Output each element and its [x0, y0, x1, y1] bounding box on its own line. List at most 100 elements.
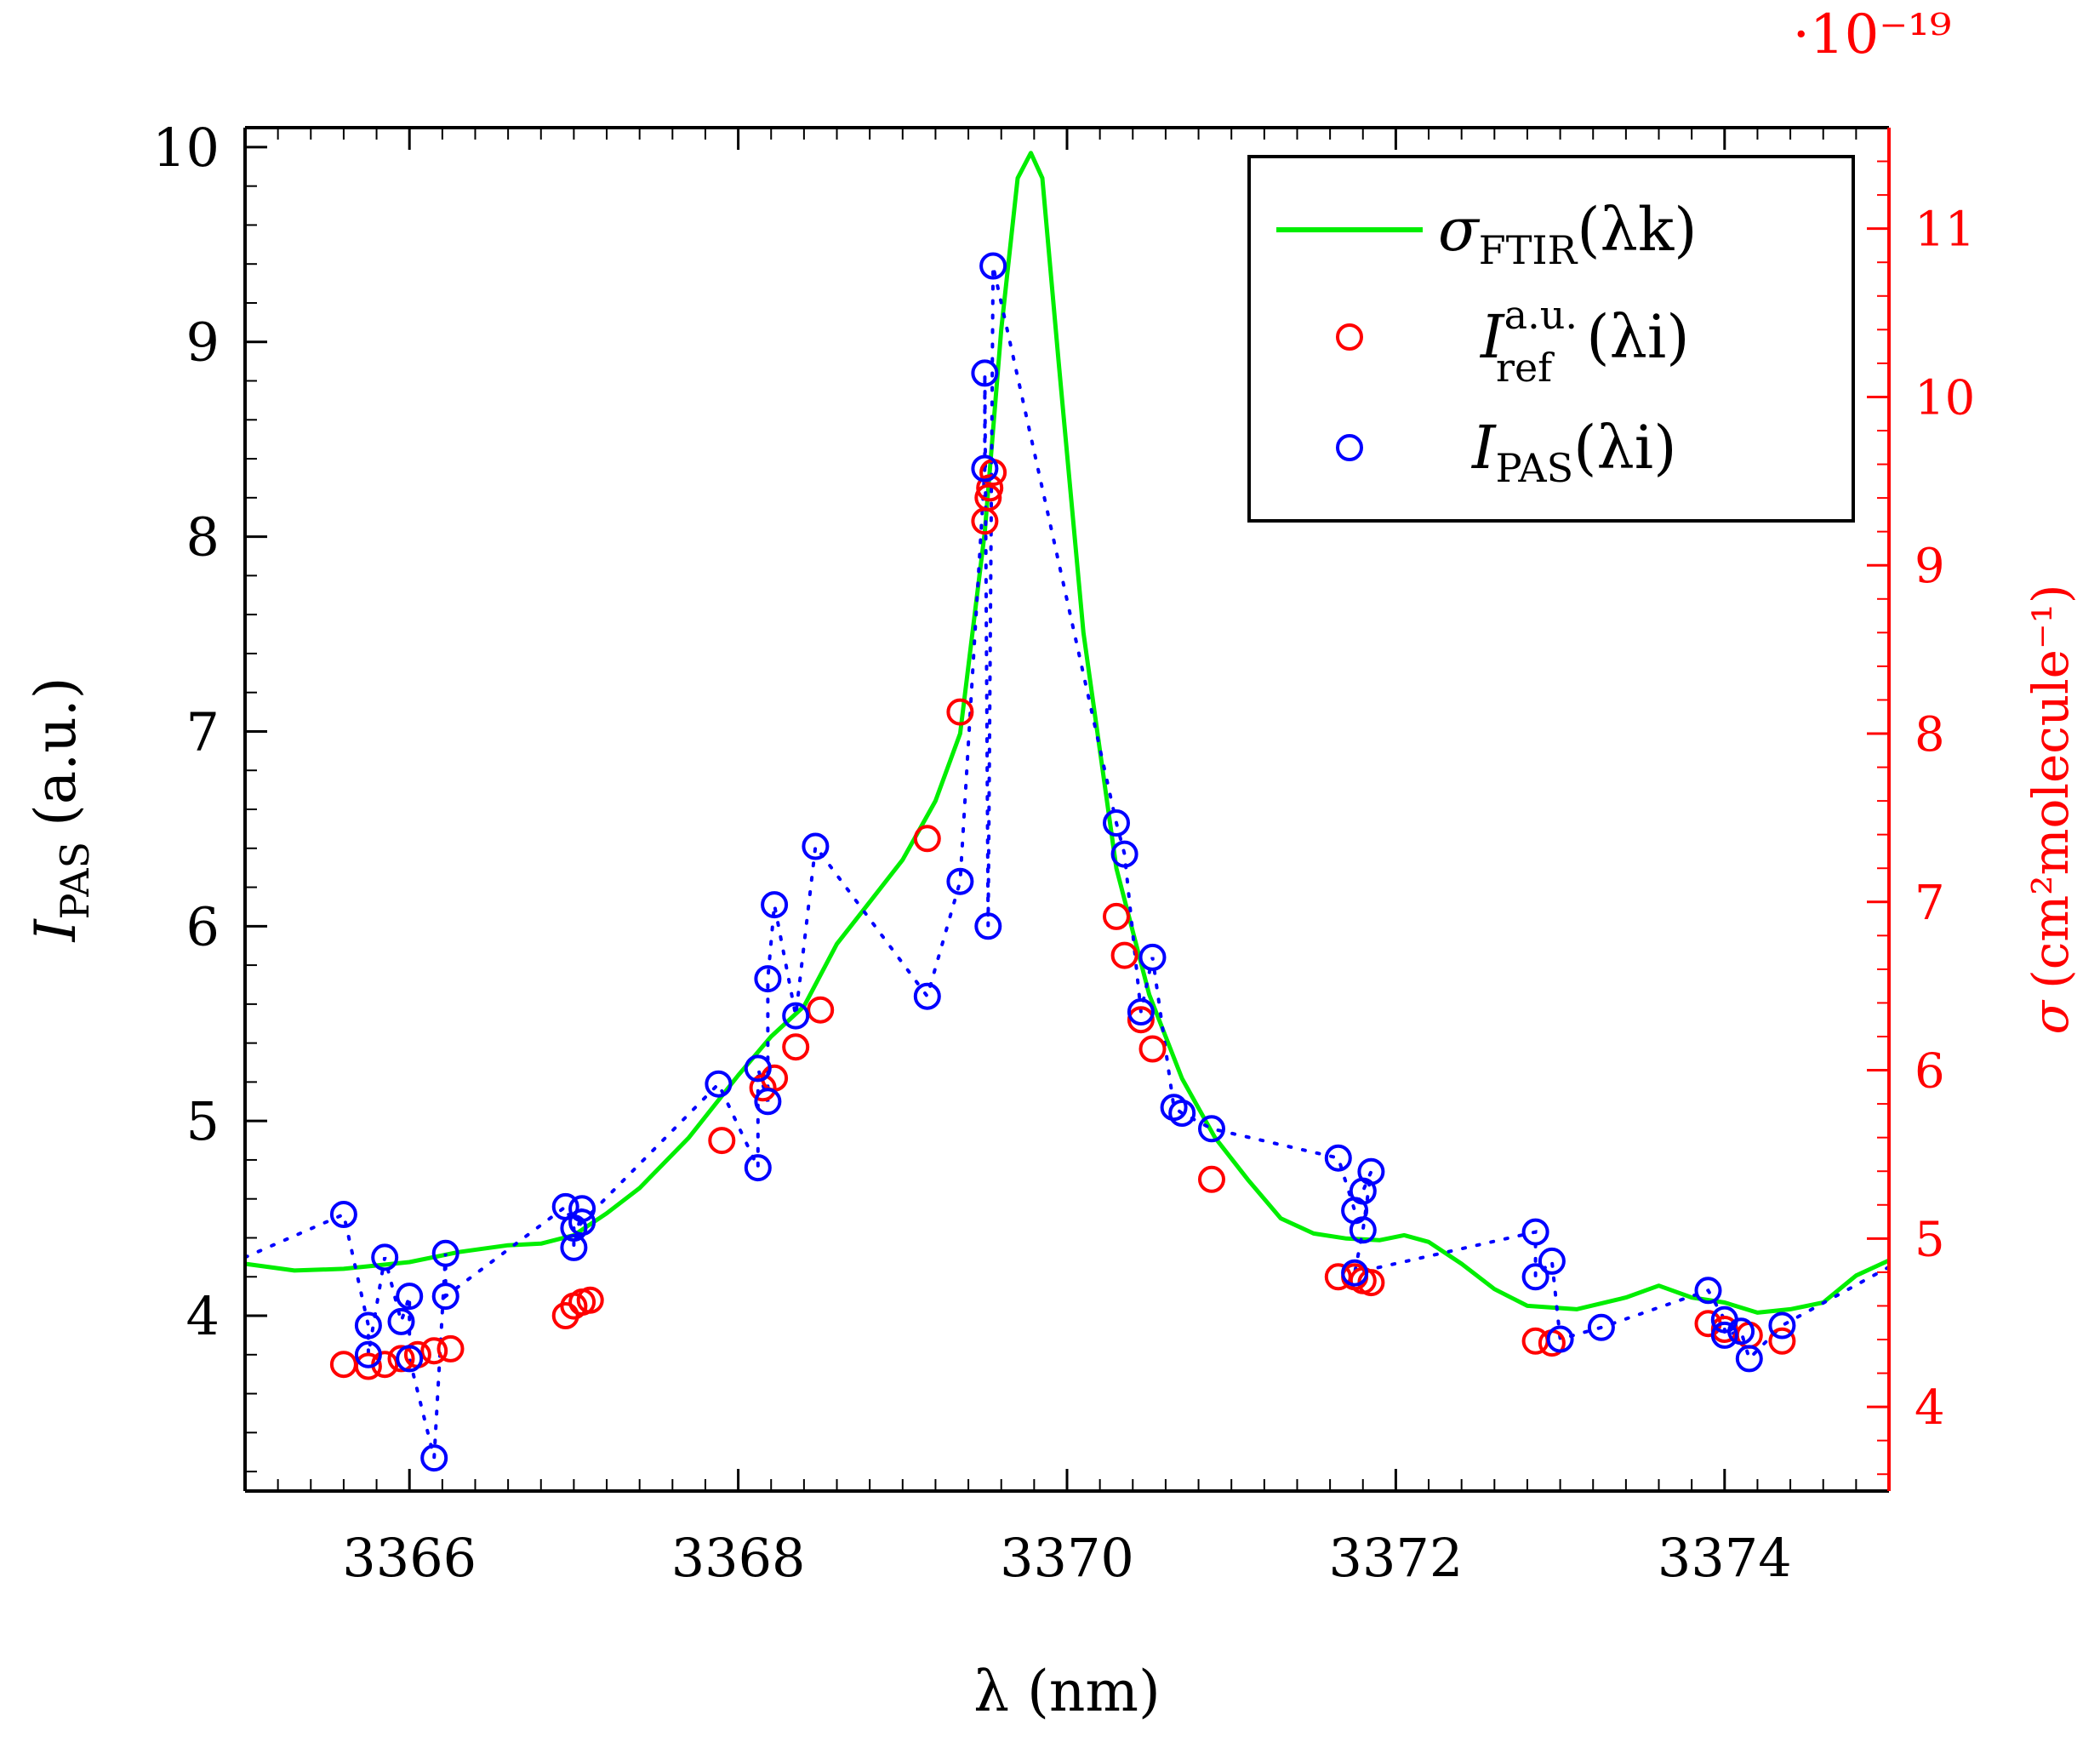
x-tick-label: 3372: [1329, 1527, 1464, 1589]
ref-point: [387, 1345, 415, 1373]
pas-point: [1546, 1325, 1574, 1353]
ref-point: [576, 1286, 604, 1314]
ref-point: [708, 1127, 736, 1155]
pas-point: [1138, 943, 1167, 971]
svg-text:σ(cm²molecule⁻¹): σ(cm²molecule⁻¹): [2022, 585, 2080, 1035]
ref-point: [1110, 941, 1138, 969]
ref-point: [420, 1337, 448, 1365]
x-axis-title: λ (nm): [973, 1659, 1160, 1724]
y-right-tick-label: 11: [1915, 203, 1975, 258]
pas-point: [1127, 998, 1155, 1026]
y-left-tick-label: 6: [186, 895, 220, 957]
y-left-tick-label: 10: [152, 117, 220, 179]
pas-point: [1103, 809, 1130, 837]
pas-point: [1110, 840, 1138, 868]
ref-point: [807, 996, 835, 1024]
x-tick-label: 3374: [1658, 1527, 1792, 1589]
pas-point: [974, 912, 1002, 940]
pas-point: [754, 965, 782, 993]
pas-point: [354, 1340, 382, 1368]
y-axis-right-ticks: 4 5 6 7 8 9 10 11: [1867, 203, 1975, 1436]
y-right-tick-label: 9: [1915, 539, 1945, 594]
pas-point: [913, 982, 941, 1010]
pas-point: [329, 1201, 357, 1228]
pas-point: [568, 1208, 596, 1237]
x-axis-ticks: 3366 3368 3370 3372 3374: [342, 128, 1792, 1589]
ref-point: [1138, 1035, 1167, 1063]
x-tick-label: 3368: [671, 1527, 806, 1589]
series-sigma-ftir: [244, 151, 1891, 1315]
series-i-ref: [329, 459, 1796, 1380]
pas-point: [1587, 1313, 1615, 1341]
y-right-tick-label: 7: [1915, 876, 1945, 931]
pas-point: [396, 1283, 424, 1311]
pas-point: [802, 832, 830, 860]
pas-point: [560, 1233, 588, 1261]
ref-point: [974, 483, 1002, 511]
ref-point: [976, 474, 1004, 502]
pas-point: [387, 1307, 415, 1335]
pas-point: [1349, 1216, 1377, 1244]
y-left-tick-label: 9: [186, 311, 220, 374]
pas-point: [1694, 1277, 1722, 1305]
ref-point: [437, 1334, 465, 1363]
pas-point: [1168, 1100, 1196, 1127]
ref-point: [1198, 1165, 1225, 1193]
pas-point: [1735, 1345, 1763, 1373]
pas-point: [1521, 1218, 1549, 1246]
pas-point: [1727, 1317, 1755, 1345]
pas-point: [1160, 1094, 1188, 1122]
pas-point: [1521, 1263, 1549, 1291]
pas-point: [705, 1070, 733, 1098]
y-left-tick-label: 7: [186, 700, 220, 763]
legend-ref-label: Ia.u. ref (λi): [1479, 292, 1690, 391]
pas-point: [971, 359, 999, 387]
y-right-tick-label: 5: [1915, 1212, 1945, 1267]
pas-point: [1324, 1144, 1352, 1172]
legend: σFTIR(λk) Ia.u. ref (λi) IPAS(λi): [1247, 155, 1855, 523]
pas-point: [971, 454, 999, 483]
y-axis-right-title: σ(cm²molecule⁻¹): [2022, 585, 2080, 1035]
ref-point: [913, 825, 941, 853]
ref-point: [354, 1352, 382, 1380]
ref-point: [1127, 1006, 1155, 1034]
y-right-tick-label: 4: [1915, 1380, 1945, 1436]
pas-point: [761, 891, 789, 919]
pas-point: [420, 1444, 448, 1472]
y-axis-left-ticks: 4 5 6 7 8 9 10: [152, 117, 267, 1347]
legend-box: [1247, 155, 1855, 523]
y-right-tick-label: 10: [1915, 370, 1975, 426]
legend-ftir-label: σFTIR(λk): [1438, 195, 1698, 273]
pas-point: [1768, 1311, 1796, 1340]
ref-point: [946, 698, 974, 726]
pas-point: [754, 1088, 782, 1116]
pas-point: [1710, 1321, 1738, 1349]
pas-point: [1341, 1259, 1369, 1287]
pas-point: [396, 1345, 424, 1373]
right-axis-multiplier: ·10⁻¹⁹: [1793, 3, 1952, 66]
legend-pas-circle-swatch: [1336, 434, 1363, 461]
y-left-tick-label: 8: [186, 506, 220, 568]
x-tick-label: 3370: [1000, 1527, 1134, 1589]
legend-ref-circle-swatch: [1336, 323, 1363, 351]
pas-point: [568, 1195, 596, 1223]
y-right-tick-label: 6: [1915, 1044, 1945, 1100]
pas-point: [744, 1154, 772, 1182]
y-left-tick-label: 4: [186, 1285, 220, 1347]
pas-point: [431, 1283, 459, 1311]
ref-point: [1103, 902, 1130, 930]
legend-pas-label: IPAS(λi): [1470, 413, 1677, 491]
pas-point: [782, 1002, 810, 1030]
pas-point: [371, 1243, 399, 1271]
pas-point: [979, 252, 1007, 280]
ref-point: [1768, 1327, 1796, 1355]
series-i-pas: [329, 252, 1796, 1472]
pas-point: [354, 1311, 382, 1340]
y-axis-left-title: IPAS(a.u.): [23, 677, 98, 943]
y-left-tick-label: 5: [186, 1090, 220, 1152]
pas-point: [744, 1054, 772, 1083]
x-tick-label: 3366: [342, 1527, 476, 1589]
pas-point: [946, 867, 974, 895]
ftir-line: [244, 151, 1891, 1315]
